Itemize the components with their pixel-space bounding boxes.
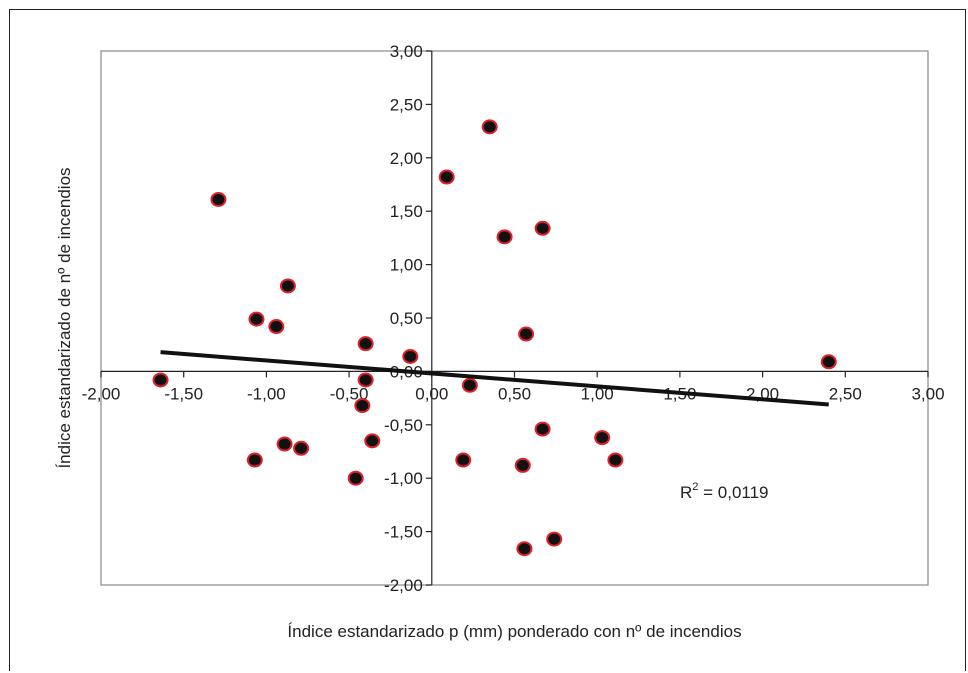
y-tick-label: -2,00 xyxy=(384,576,423,595)
r-squared-r: R xyxy=(680,483,692,502)
data-point xyxy=(820,354,837,370)
data-point xyxy=(152,372,169,388)
axis-ticks xyxy=(100,50,929,586)
data-point xyxy=(438,169,455,185)
y-tick-label: -1,50 xyxy=(384,523,423,542)
x-axis-title: Índice estandarizado p (mm) ponderado co… xyxy=(287,622,741,641)
data-point xyxy=(516,541,533,557)
y-tick-label: 2,50 xyxy=(390,95,423,114)
data-point xyxy=(268,319,285,335)
data-points xyxy=(152,119,837,557)
y-tick-label: 1,50 xyxy=(390,202,423,221)
tick-labels: -2,00 -1,50 -1,00 -0,50 0,00 0,50 1,00 1,50 2,00… xyxy=(82,42,945,595)
data-point xyxy=(293,440,310,456)
data-point xyxy=(534,220,551,236)
data-point xyxy=(279,278,296,294)
data-point xyxy=(357,336,374,352)
data-point xyxy=(594,430,611,446)
r-squared-value: = 0,0119 xyxy=(698,483,768,502)
x-tick-label: 1,00 xyxy=(581,384,614,403)
data-point xyxy=(402,348,419,364)
y-tick-label: 1,00 xyxy=(390,256,423,275)
data-point xyxy=(210,191,227,207)
data-point xyxy=(248,311,265,327)
y-tick-label: -0,50 xyxy=(384,416,423,435)
x-tick-label: -0,50 xyxy=(330,384,369,403)
data-point xyxy=(461,377,478,393)
data-point xyxy=(364,433,381,449)
y-tick-label: -1,00 xyxy=(384,469,423,488)
x-tick-label: 0,00 xyxy=(415,384,448,403)
data-point xyxy=(481,119,498,135)
r-squared-annotation: R2 = 0,0119 xyxy=(680,481,769,502)
x-tick-label: 3,00 xyxy=(911,384,944,403)
data-point xyxy=(514,457,531,473)
plot-area xyxy=(100,50,929,586)
x-tick-label: -1,00 xyxy=(247,384,286,403)
data-point xyxy=(534,421,551,437)
x-tick-label: 0,50 xyxy=(498,384,531,403)
data-point xyxy=(546,531,563,547)
trend-line xyxy=(160,350,829,407)
data-point xyxy=(246,452,263,468)
y-axis-title: Índice estandarizado de nº de incendios xyxy=(55,167,74,468)
y-tick-label: 2,00 xyxy=(390,149,423,168)
x-tick-label: -1,50 xyxy=(164,384,203,403)
y-tick-label: 0,50 xyxy=(390,309,423,328)
x-tick-label: -2,00 xyxy=(82,384,121,403)
x-tick-label: 2,50 xyxy=(829,384,862,403)
r-squared-sup: 2 xyxy=(692,481,698,493)
chart-frame xyxy=(9,9,966,671)
data-point xyxy=(496,229,513,245)
data-point xyxy=(347,470,364,486)
data-point xyxy=(276,436,293,452)
data-point xyxy=(455,452,472,468)
data-point xyxy=(357,372,374,388)
data-point xyxy=(518,326,535,342)
y-tick-label: 3,00 xyxy=(390,42,423,61)
data-point xyxy=(354,398,371,414)
data-point xyxy=(607,452,624,468)
